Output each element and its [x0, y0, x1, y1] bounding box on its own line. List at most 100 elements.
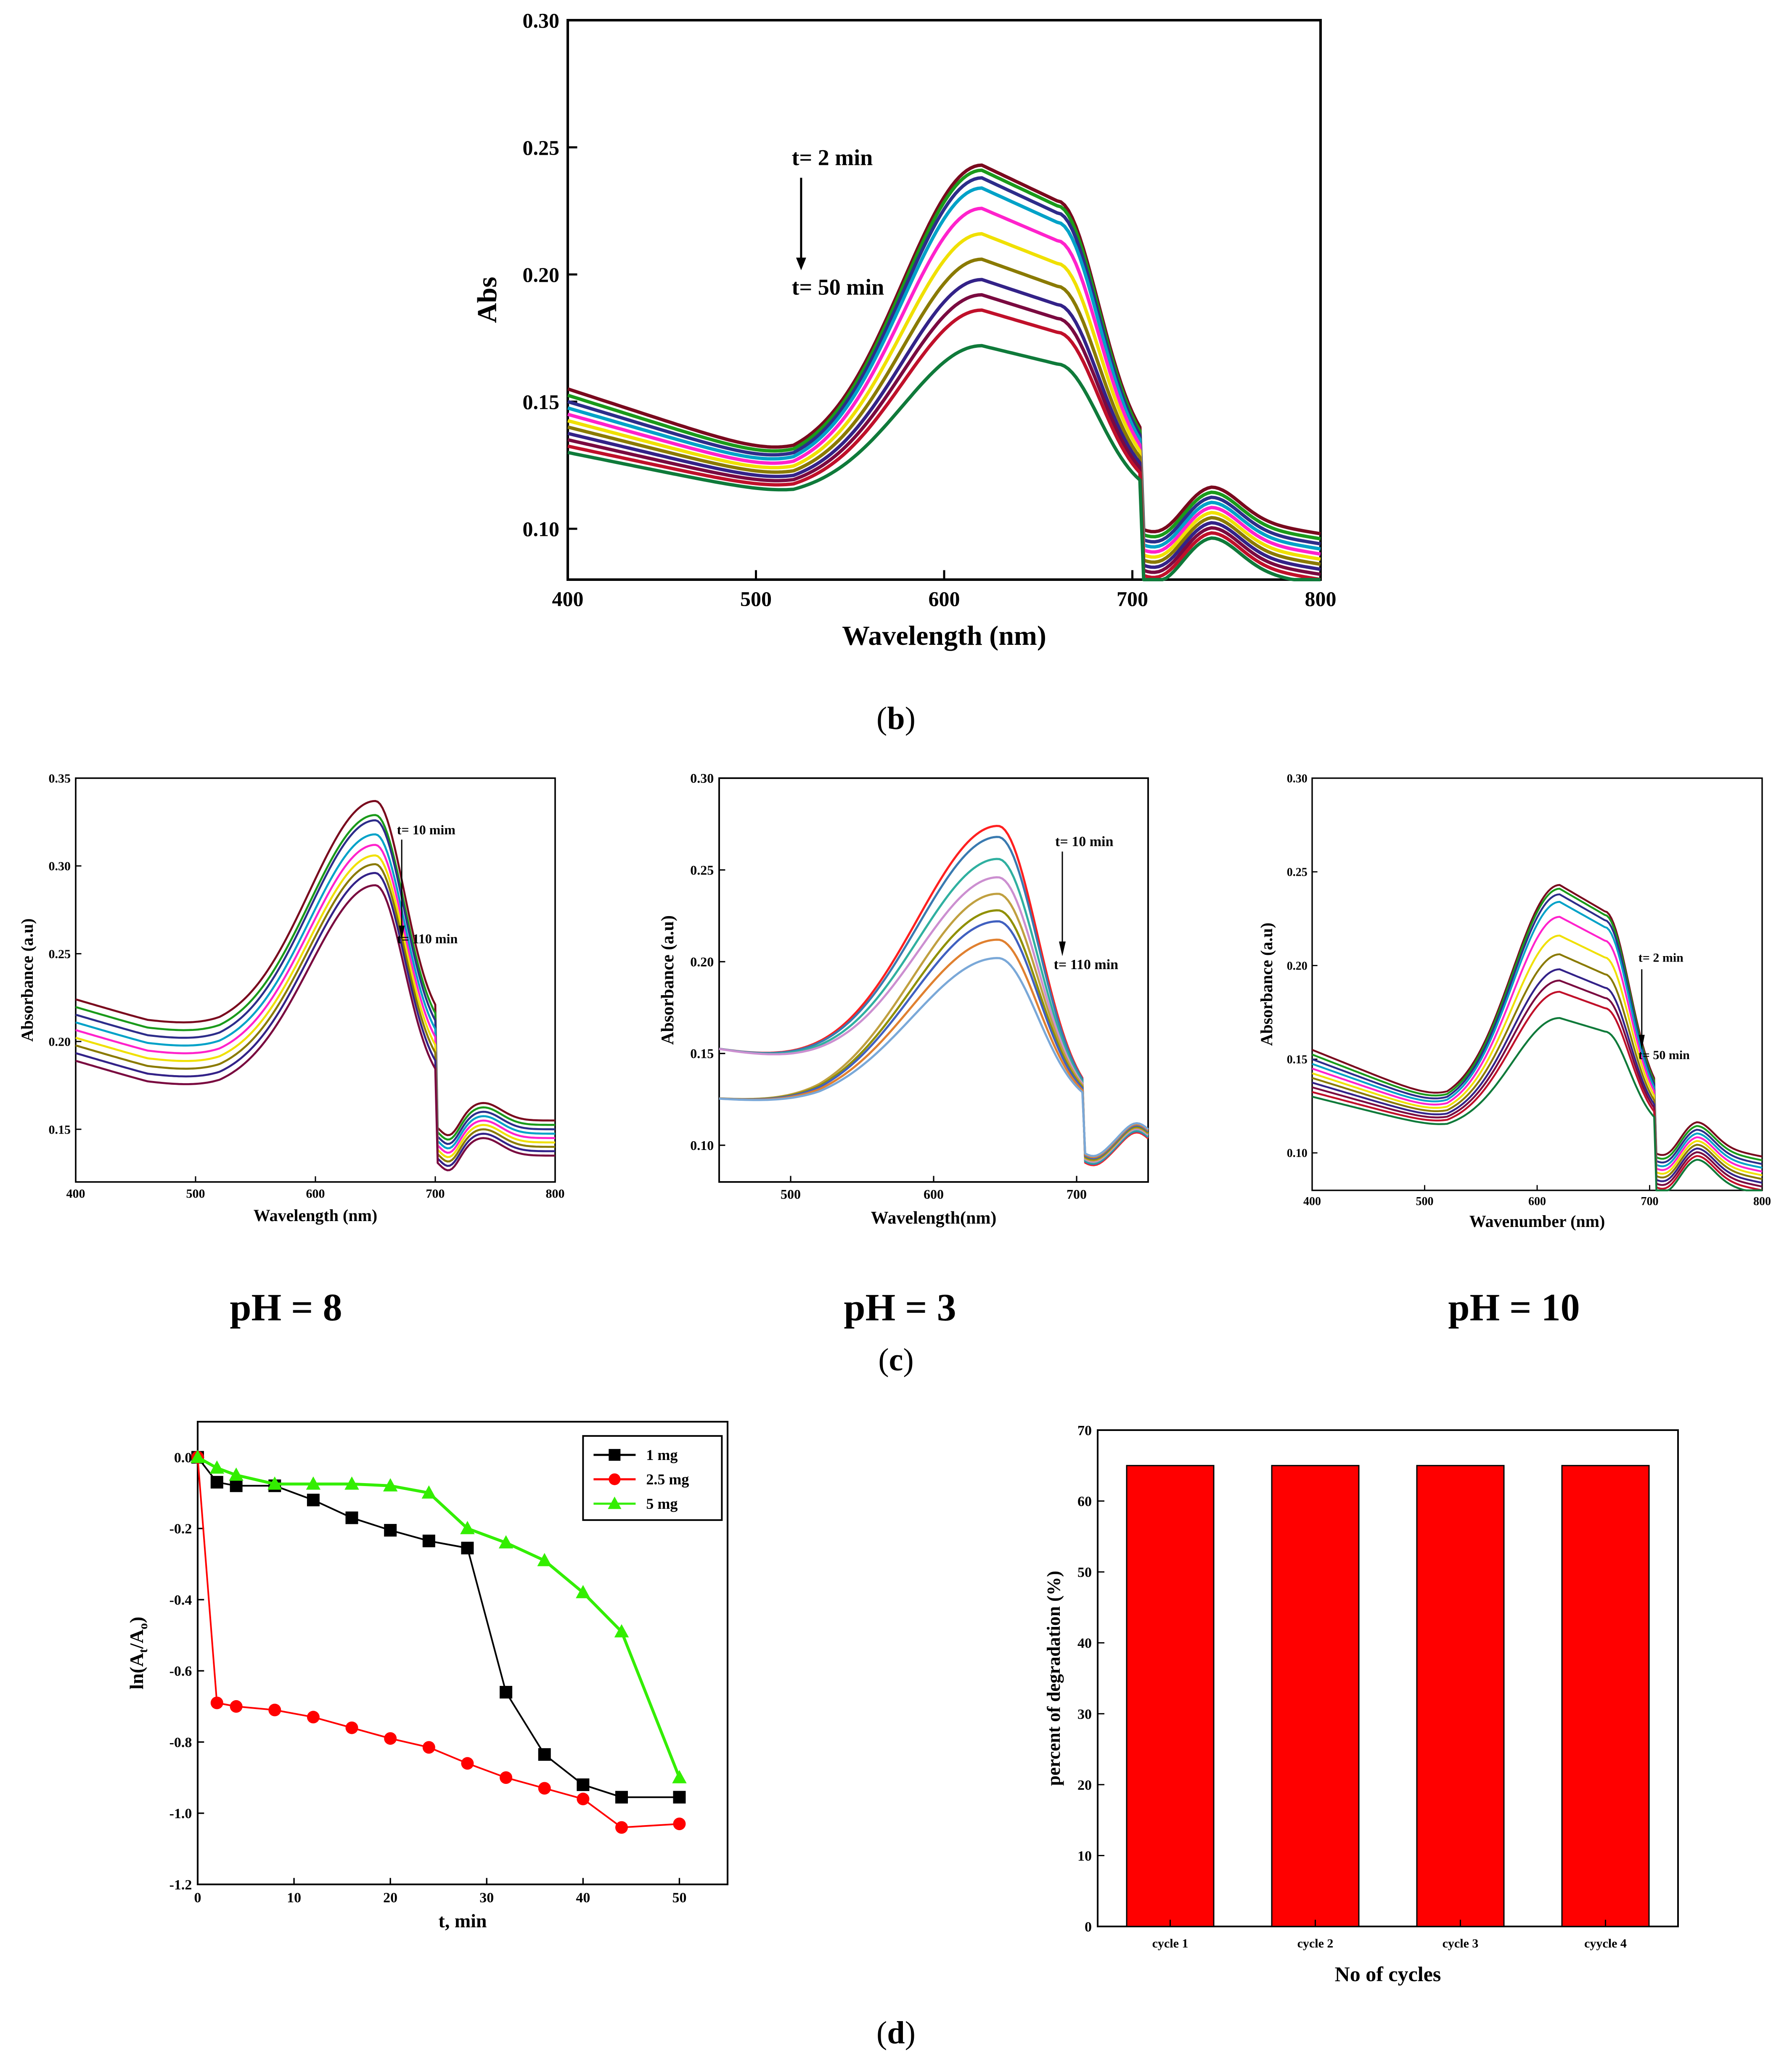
x-tick-label: 600	[306, 1187, 325, 1201]
annotation-arrow-head	[1059, 941, 1066, 956]
series-5-mg	[190, 1449, 687, 1783]
data-point	[673, 1818, 686, 1831]
spectrum-curve	[1312, 901, 1763, 1169]
y-axis-label: Absorbance (a.u)	[18, 918, 37, 1041]
series-line	[197, 1457, 680, 1798]
ph-label-3: pH = 3	[844, 1286, 956, 1329]
y-axis-label: Absorbance (a.u)	[1257, 922, 1276, 1046]
y-tick-label: 0.15	[690, 1046, 714, 1061]
y-tick-label: 10	[1077, 1848, 1092, 1864]
chart-c2: 500 600 700 0.10 0.15 0.20 0.25 0.30 Wavelength(…	[658, 771, 1149, 1228]
y-tick-label: 0.20	[1287, 959, 1308, 972]
spectrum-curve	[75, 844, 555, 1154]
data-point	[307, 1494, 320, 1507]
data-point	[461, 1542, 474, 1555]
y-tick-label: 20	[1077, 1778, 1092, 1793]
x-tick-label: 700	[1067, 1187, 1087, 1202]
series-2-5-mg	[191, 1451, 686, 1834]
x-axis-label: Wavenumber (nm)	[1469, 1212, 1605, 1231]
data-point	[345, 1721, 358, 1734]
y-tick-label: -0.4	[169, 1592, 192, 1608]
data-point	[500, 1686, 513, 1699]
data-point	[460, 1521, 475, 1534]
x-tick-label: 500	[1416, 1195, 1434, 1208]
x-tick-label: 600	[1528, 1195, 1546, 1208]
data-point	[190, 1449, 205, 1463]
data-point	[210, 1476, 223, 1489]
spectrum-curve	[75, 833, 555, 1150]
x-tick-label: 700	[1117, 587, 1148, 611]
y-tick-label: 0.30	[690, 771, 714, 786]
y-tick-label: 0.10	[690, 1138, 714, 1153]
data-point	[609, 1473, 621, 1485]
spectrum-curve	[75, 872, 555, 1167]
data-point	[307, 1711, 320, 1724]
x-axis-label: Wavelength (nm)	[254, 1206, 377, 1225]
spectrum-curve	[1312, 888, 1763, 1161]
spectrum-curve	[567, 278, 1321, 571]
spectrum-curve	[567, 186, 1321, 551]
data-point	[268, 1704, 281, 1717]
spectrum-curve	[75, 800, 555, 1137]
data-point	[230, 1700, 243, 1713]
data-point	[614, 1624, 629, 1637]
annotation-start: t= 2 min	[1638, 951, 1683, 965]
data-point	[538, 1782, 551, 1795]
data-point	[422, 1534, 435, 1547]
data-point	[577, 1778, 590, 1791]
x-tick-label: 30	[479, 1890, 494, 1906]
x-tick-label: 700	[426, 1187, 445, 1201]
spectrum-curve	[719, 876, 1149, 1163]
x-tick-label: 500	[740, 587, 772, 611]
data-point	[384, 1524, 397, 1537]
data-point	[608, 1497, 622, 1509]
y-label-part: ln(A	[126, 1653, 147, 1690]
y-tick-label: -0.6	[169, 1664, 192, 1679]
x-tick-label: 40	[576, 1890, 590, 1906]
spectrum-curve	[1312, 953, 1763, 1180]
y-tick-label: 0.30	[1287, 772, 1308, 785]
spectra-curves	[567, 163, 1321, 581]
x-tick-label: 700	[1641, 1195, 1659, 1208]
y-tick-label: 0.25	[49, 947, 71, 961]
data-point	[344, 1476, 359, 1490]
data-point	[615, 1791, 628, 1804]
x-tick-label: 600	[924, 1187, 944, 1202]
y-tick-label: 0.20	[523, 263, 560, 286]
y-tick-label: -1.2	[169, 1877, 192, 1893]
chart-b: 400 500 600 700 800 0.10 0.15 0.20 0.25 0.30 Wavel…	[472, 9, 1337, 652]
plot-frame	[1097, 1429, 1679, 1927]
y-label-sub: o	[136, 1623, 150, 1629]
y-axis-label: percent of degradation (%)	[1043, 1571, 1064, 1786]
spectrum-curve	[719, 836, 1149, 1165]
y-tick-label: 0.30	[523, 9, 560, 32]
plot-frame	[196, 1420, 729, 1886]
spectrum-curve	[1312, 1017, 1762, 1192]
annotation-arrow-head	[399, 925, 405, 940]
x-tick-label: 800	[1305, 587, 1337, 611]
data-point	[615, 1821, 628, 1834]
spectrum-curve	[75, 884, 555, 1171]
x-axis-label: t, min	[439, 1910, 487, 1932]
legend: 1 mg 2.5 mg 5 mg	[582, 1435, 723, 1521]
bar-cycle-3	[1416, 1465, 1505, 1927]
y-tick-label: 0.35	[49, 772, 71, 786]
annotation-start: t= 10 min	[1055, 834, 1113, 849]
data-point	[209, 1460, 225, 1474]
data-point	[577, 1792, 590, 1805]
y-label-part: /A	[126, 1629, 147, 1649]
ph-label-10: pH = 10	[1448, 1286, 1580, 1329]
y-tick-label: 0.10	[1287, 1147, 1308, 1160]
x-tick-label: 400	[66, 1187, 85, 1201]
x-tick-label: cycle 3	[1443, 1937, 1479, 1950]
y-axis-label: Abs	[472, 277, 503, 323]
x-tick-label: 400	[552, 587, 584, 611]
x-axis-label: No of cycles	[1335, 1962, 1441, 1986]
spectrum-curve	[75, 854, 555, 1158]
annotation-start: t= 2 min	[792, 145, 873, 170]
y-tick-label: 0.15	[523, 390, 560, 413]
data-point	[609, 1449, 621, 1461]
y-tick-label: -1.0	[169, 1806, 192, 1822]
annotation-end: t= 50 min	[792, 275, 884, 300]
spectrum-curve	[567, 344, 1321, 581]
